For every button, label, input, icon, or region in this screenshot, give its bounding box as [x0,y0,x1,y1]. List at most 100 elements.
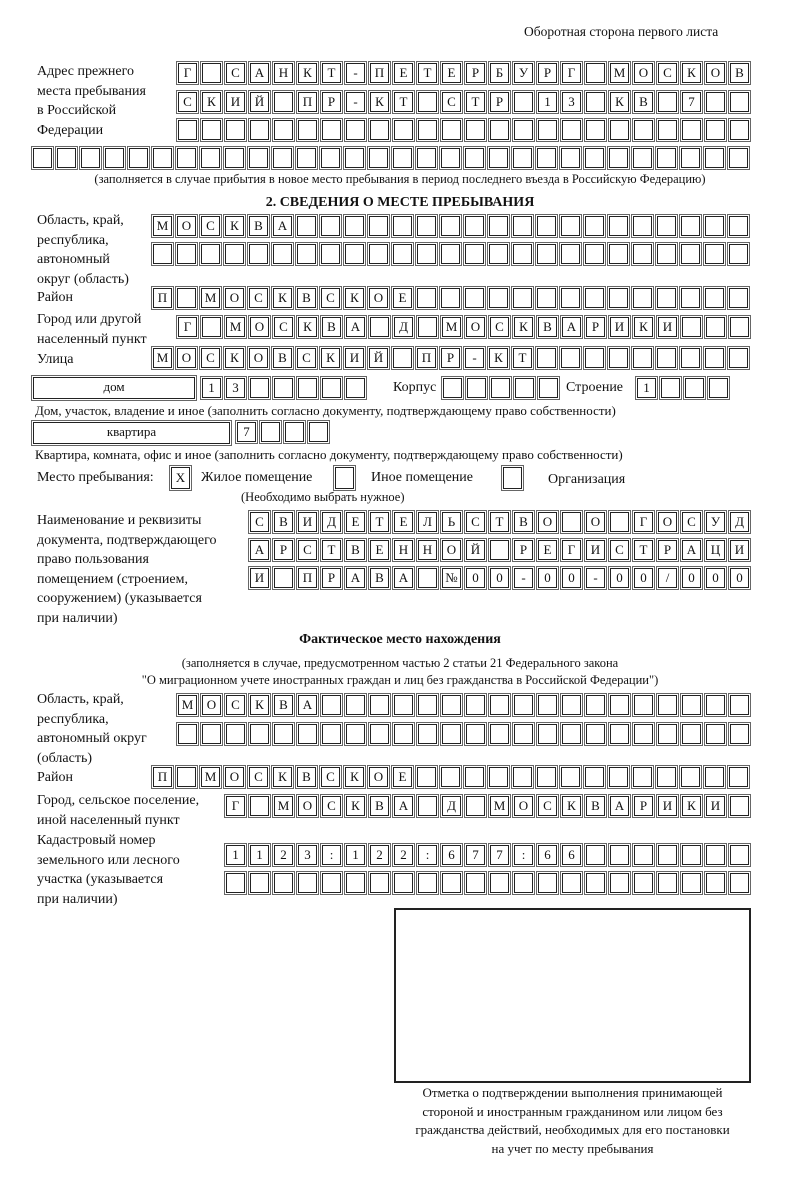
char-cell[interactable]: И [656,315,679,339]
char-cell[interactable] [175,242,198,266]
char-cell[interactable] [415,286,438,310]
char-cell[interactable] [535,765,558,789]
stay-option-residential-checkbox[interactable]: X [169,465,192,491]
char-cell[interactable]: П [368,61,391,85]
char-cell[interactable] [655,286,678,310]
char-cell[interactable]: О [223,286,246,310]
stay-option-other-checkbox[interactable] [333,465,356,491]
char-cell[interactable] [367,242,390,266]
char-cell[interactable] [679,214,702,238]
char-cell[interactable]: / [656,566,679,590]
flat-type-field[interactable]: квартира [31,420,232,446]
char-cell[interactable]: Р [536,61,559,85]
char-cell[interactable] [176,118,199,142]
char-cell[interactable] [463,242,486,266]
char-cell[interactable]: Р [320,90,343,114]
char-cell[interactable] [559,286,582,310]
char-cell[interactable]: С [199,214,222,238]
char-cell[interactable] [560,693,583,717]
char-cell[interactable]: : [416,843,439,867]
char-cell[interactable] [224,118,247,142]
char-cell[interactable] [248,794,271,818]
char-cell[interactable] [703,242,726,266]
char-cell[interactable] [511,146,534,170]
char-cell[interactable]: А [392,566,415,590]
char-cell[interactable]: В [247,214,270,238]
char-cell[interactable] [416,693,439,717]
char-cell[interactable] [416,722,439,746]
char-cell[interactable]: А [392,794,415,818]
char-cell[interactable] [176,722,199,746]
char-cell[interactable]: Д [320,510,343,534]
char-cell[interactable]: 1 [248,843,271,867]
char-cell[interactable] [271,146,294,170]
char-cell[interactable] [367,146,390,170]
char-cell[interactable]: Р [272,538,295,562]
char-cell[interactable] [511,286,534,310]
char-cell[interactable]: О [464,315,487,339]
char-cell[interactable]: Е [368,538,391,562]
char-cell[interactable]: М [272,794,295,818]
char-cell[interactable] [296,722,319,746]
char-cell[interactable] [512,90,535,114]
char-cell[interactable]: 2 [392,843,415,867]
char-cell[interactable]: Г [176,315,199,339]
char-cell[interactable] [295,146,318,170]
char-cell[interactable] [536,118,559,142]
char-cell[interactable]: О [656,510,679,534]
char-cell[interactable] [200,118,223,142]
char-cell[interactable] [320,376,343,400]
char-cell[interactable] [727,242,750,266]
char-cell[interactable] [488,871,511,895]
char-cell[interactable] [607,214,630,238]
char-cell[interactable]: 6 [560,843,583,867]
char-cell[interactable]: : [320,843,343,867]
char-cell[interactable] [487,286,510,310]
char-cell[interactable] [608,693,631,717]
char-cell[interactable] [247,242,270,266]
char-cell[interactable]: Л [416,510,439,534]
char-cell[interactable]: 1 [200,376,223,400]
char-cell[interactable] [199,146,222,170]
char-cell[interactable]: Н [416,538,439,562]
char-cell[interactable] [200,61,223,85]
char-cell[interactable]: О [200,693,223,717]
char-cell[interactable] [415,214,438,238]
char-cell[interactable] [655,242,678,266]
char-cell[interactable]: Р [464,61,487,85]
char-cell[interactable] [631,346,654,370]
char-cell[interactable] [200,315,223,339]
char-cell[interactable] [343,214,366,238]
char-cell[interactable] [248,722,271,746]
char-cell[interactable]: Д [728,510,751,534]
char-cell[interactable] [175,286,198,310]
char-cell[interactable] [391,146,414,170]
char-cell[interactable]: О [223,765,246,789]
char-cell[interactable]: 1 [536,90,559,114]
char-cell[interactable]: К [296,61,319,85]
char-cell[interactable]: К [319,346,342,370]
char-cell[interactable]: В [295,286,318,310]
char-cell[interactable] [296,376,319,400]
char-cell[interactable]: - [463,346,486,370]
char-cell[interactable] [607,346,630,370]
char-cell[interactable]: Е [440,61,463,85]
char-cell[interactable] [512,722,535,746]
char-cell[interactable] [392,693,415,717]
char-cell[interactable]: К [343,765,366,789]
char-cell[interactable] [463,146,486,170]
char-cell[interactable] [416,118,439,142]
char-cell[interactable]: А [680,538,703,562]
char-cell[interactable]: И [728,538,751,562]
char-cell[interactable]: Г [224,794,247,818]
char-cell[interactable]: С [319,765,342,789]
char-cell[interactable] [416,794,439,818]
char-cell[interactable]: 2 [272,843,295,867]
char-cell[interactable] [343,146,366,170]
char-cell[interactable] [703,286,726,310]
char-cell[interactable] [704,315,727,339]
char-cell[interactable]: Т [464,90,487,114]
char-cell[interactable]: С [536,794,559,818]
char-cell[interactable] [559,214,582,238]
char-cell[interactable] [103,146,126,170]
